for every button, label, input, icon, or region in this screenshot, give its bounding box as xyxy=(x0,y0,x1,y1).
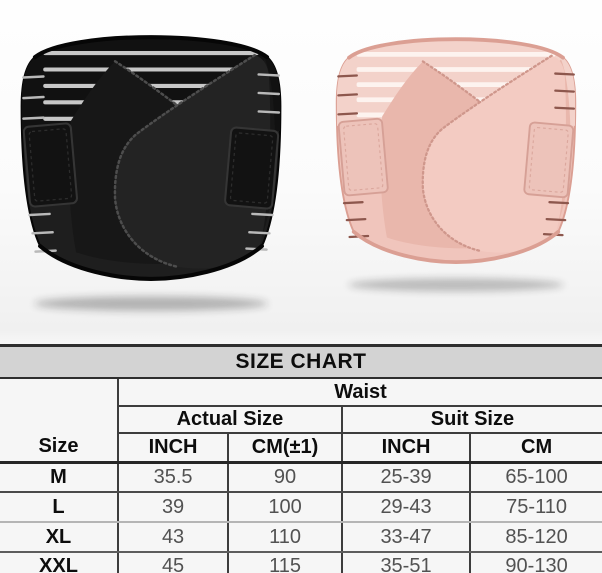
product-photo-section xyxy=(0,0,602,344)
suit-cm-value: 90-130 xyxy=(470,552,602,573)
belt-front-flap xyxy=(422,55,566,253)
pink-belt-shadow xyxy=(348,278,564,292)
table-row-waist: Size Waist xyxy=(0,379,602,464)
velcro-tab-left xyxy=(337,117,389,197)
top-edge-binding xyxy=(32,35,270,60)
suit-inch-value: 29-43 xyxy=(341,492,472,523)
table-row-size-xxl: XXL 45 115 35-51 90-130 xyxy=(0,552,602,573)
table-row-size-l: L 39 100 29-43 75-110 xyxy=(0,492,602,523)
table-row-size-m: M 35.5 90 25-39 65-100 xyxy=(0,462,602,493)
actual-cm-header: CM(±1) xyxy=(228,433,343,464)
size-chart-table: Size Waist Actual Size Suit Size INCH CM… xyxy=(0,379,602,573)
suit-inch-value: 33-47 xyxy=(341,522,472,553)
bottom-edge-binding xyxy=(38,244,264,281)
right-side-vent-slits xyxy=(542,72,576,237)
size-label: XXL xyxy=(0,552,119,573)
velcro-tab-right xyxy=(224,126,280,210)
suit-size-header: Suit Size xyxy=(341,406,602,434)
bottom-edge-binding xyxy=(351,229,561,265)
left-side-vent-slits xyxy=(337,74,370,239)
size-label: XL xyxy=(0,522,119,553)
suit-inch-value: 25-39 xyxy=(341,462,472,493)
velcro-tab-left xyxy=(22,122,78,208)
actual-cm-value: 100 xyxy=(228,492,343,523)
actual-inch-value: 35.5 xyxy=(117,462,230,493)
black-belt-illustration xyxy=(20,35,282,311)
suit-inch-header: INCH xyxy=(341,433,472,464)
suit-cm-value: 75-110 xyxy=(470,492,602,523)
size-chart-title: SIZE CHART xyxy=(0,344,602,379)
front-flap-stitching xyxy=(421,54,553,252)
suit-cm-header: CM xyxy=(470,433,602,464)
right-side-vent-slits xyxy=(245,73,281,251)
actual-inch-header: INCH xyxy=(117,433,230,464)
size-label: L xyxy=(0,492,119,523)
actual-inch-value: 45 xyxy=(117,552,230,573)
black-belt-shadow xyxy=(33,296,269,311)
pink-belt-image xyxy=(328,16,584,300)
actual-inch-value: 43 xyxy=(117,522,230,553)
table-row-units: INCH CM(±1) INCH CM xyxy=(0,433,602,464)
velcro-tab-right xyxy=(523,121,575,199)
black-belt-image xyxy=(12,12,290,320)
actual-cm-value: 115 xyxy=(228,552,343,573)
belt-front-flap xyxy=(114,55,271,269)
actual-cm-value: 110 xyxy=(228,522,343,553)
suit-inch-value: 35-51 xyxy=(341,552,472,573)
front-flap-stitching xyxy=(113,53,256,268)
suit-cm-value: 85-120 xyxy=(470,522,602,553)
actual-cm-value: 90 xyxy=(228,462,343,493)
waist-group-header: Waist xyxy=(117,379,602,407)
table-row-size-xl: XL 43 110 33-47 85-120 xyxy=(0,522,602,553)
actual-size-header: Actual Size xyxy=(117,406,343,434)
top-edge-binding xyxy=(347,37,565,60)
suit-cm-value: 65-100 xyxy=(470,462,602,493)
size-label: M xyxy=(0,462,119,493)
size-column-header: Size xyxy=(0,379,119,464)
actual-inch-value: 39 xyxy=(117,492,230,523)
table-row-subgroups: Actual Size Suit Size xyxy=(0,406,602,434)
pink-belt-illustration xyxy=(335,37,577,292)
